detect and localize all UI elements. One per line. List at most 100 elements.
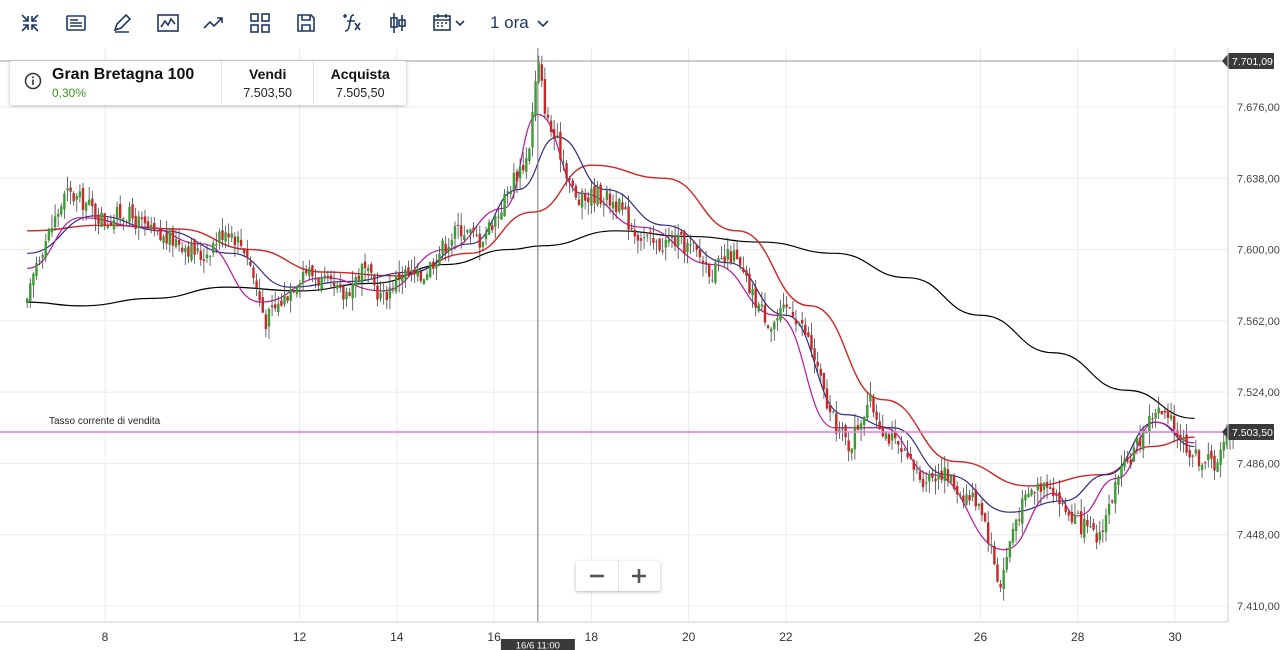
candle-up [866, 405, 869, 419]
candle-up [196, 248, 199, 252]
indicators-fx-icon[interactable] [337, 8, 367, 38]
candle-down [875, 411, 878, 420]
instrument-info[interactable]: Gran Bretagna 100 0,30% [10, 61, 221, 105]
candle-up [915, 469, 919, 471]
candle-down [738, 257, 742, 266]
candle-up [717, 258, 720, 262]
zoom-in-button[interactable] [617, 561, 661, 591]
candle-down [552, 129, 556, 139]
candle-up [1083, 518, 1086, 538]
candle-up [769, 328, 773, 332]
candle-up [87, 199, 91, 205]
candle-up [862, 416, 866, 426]
price-chart[interactable]: 7.701,09 Tasso corrente di vendita 7.503,5… [0, 46, 1280, 650]
candle-down [246, 249, 249, 258]
candle-up [481, 241, 485, 248]
candle-down [103, 213, 106, 227]
candle-down [909, 453, 912, 459]
candle-up [711, 279, 714, 281]
candle-up [1014, 519, 1018, 531]
candle-up [497, 216, 500, 218]
candle-down [1095, 533, 1098, 543]
candle-up [84, 202, 88, 211]
candle-up [484, 233, 488, 240]
candle-up [1157, 407, 1160, 414]
candle-down [856, 425, 860, 430]
candle-up [1073, 514, 1077, 524]
candle-down [980, 502, 984, 516]
buy-button[interactable]: Acquista 7.505,50 [313, 61, 406, 105]
candle-up [596, 187, 599, 205]
candle-up [354, 277, 357, 286]
candle-up [850, 448, 853, 454]
candle-up [388, 287, 392, 299]
candle-down [311, 265, 314, 277]
trend-icon[interactable] [199, 8, 229, 38]
collapse-icon[interactable] [15, 8, 45, 38]
candle-up [75, 195, 78, 200]
candle-down [816, 361, 819, 367]
zoom-out-button[interactable] [576, 561, 618, 591]
candle-up [441, 240, 444, 255]
candle-up [453, 226, 457, 239]
candle-up [1207, 454, 1210, 460]
candle-down [521, 165, 525, 171]
candle-up [971, 492, 974, 498]
candle-down [568, 178, 571, 180]
news-icon[interactable] [61, 8, 91, 38]
candle-down [763, 304, 767, 323]
candlestick-icon[interactable] [383, 8, 413, 38]
candle-down [407, 267, 410, 274]
candle-down [813, 348, 816, 361]
sell-button[interactable]: Vendi 7.503,50 [220, 61, 314, 105]
candle-up [115, 207, 119, 219]
candle-down [893, 432, 897, 439]
candle-up [509, 191, 512, 195]
candle-down [887, 434, 891, 444]
minus-icon [589, 574, 604, 578]
candle-up [162, 236, 165, 243]
timeframe-select[interactable]: 1 ora [490, 10, 549, 36]
candle-up [611, 202, 615, 209]
candle-up [831, 411, 835, 413]
candle-up [773, 322, 776, 330]
candle-up [838, 429, 841, 433]
calendar-icon[interactable] [429, 8, 469, 38]
candle-up [562, 161, 565, 163]
candle-up [1216, 462, 1219, 473]
candle-up [1011, 528, 1015, 543]
candle-up [494, 216, 497, 227]
candle-down [1160, 410, 1163, 415]
candle-down [658, 238, 661, 251]
candle-up [534, 81, 537, 116]
candle-up [404, 269, 407, 280]
candle-down [794, 319, 798, 325]
candle-down [897, 440, 900, 445]
candle-down [729, 251, 733, 263]
candle-up [218, 231, 221, 243]
candle-up [1120, 465, 1123, 478]
info-icon[interactable] [24, 72, 42, 90]
candle-up [149, 224, 153, 229]
candle-down [804, 324, 807, 336]
draw-pencil-icon[interactable] [107, 8, 137, 38]
candle-down [97, 214, 100, 224]
candle-down [918, 471, 922, 480]
layout-grid-icon[interactable] [245, 8, 275, 38]
save-icon[interactable] [291, 8, 321, 38]
candle-up [645, 235, 649, 237]
candle-down [543, 79, 547, 114]
candle-up [277, 303, 280, 312]
candle-down [670, 236, 674, 238]
candle-up [60, 206, 63, 215]
candle-up [859, 423, 863, 430]
candle-up [47, 228, 51, 241]
line-chart-icon[interactable] [153, 8, 183, 38]
candle-down [723, 256, 726, 263]
candle-down [587, 197, 590, 203]
candle-up [500, 212, 503, 220]
candle-up [205, 254, 209, 259]
candle-up [122, 217, 125, 220]
candle-up [1169, 415, 1173, 420]
candle-down [1045, 481, 1049, 488]
